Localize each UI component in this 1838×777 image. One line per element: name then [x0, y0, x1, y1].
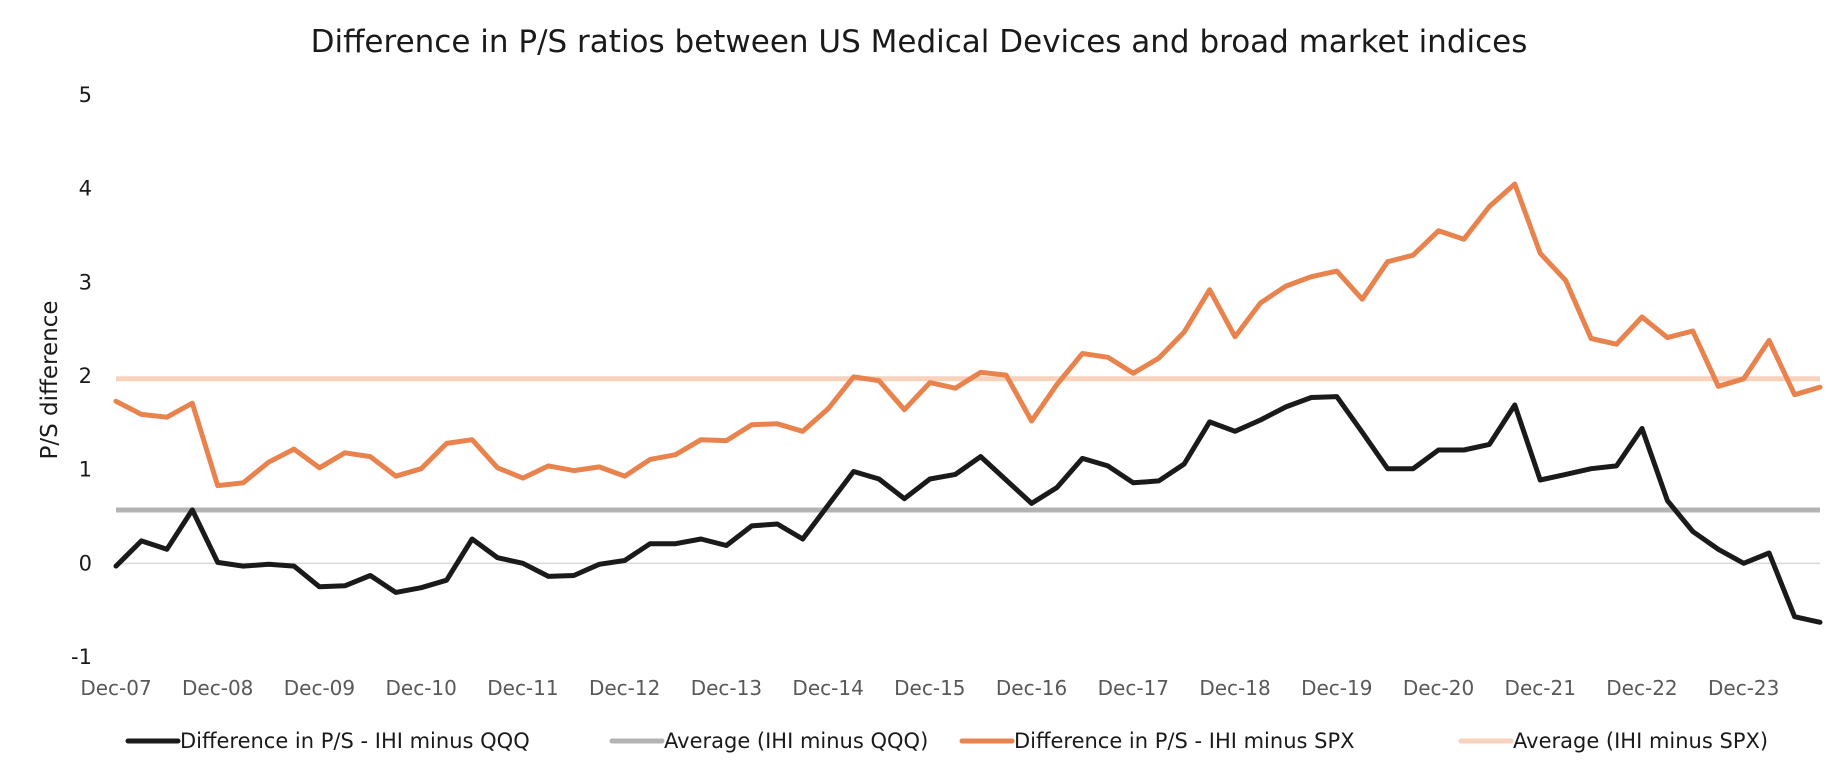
- y-tick-label: 4: [79, 177, 92, 201]
- x-tick-label: Dec-09: [284, 676, 355, 700]
- y-tick-label: 1: [79, 458, 92, 482]
- legend-label: Difference in P/S - IHI minus SPX: [1014, 729, 1355, 753]
- x-tick-label: Dec-12: [589, 676, 660, 700]
- x-tick-label: Dec-10: [386, 676, 457, 700]
- legend-label: Average (IHI minus SPX): [1513, 729, 1768, 753]
- y-tick-label: 5: [79, 83, 92, 107]
- y-tick-label: -1: [71, 645, 92, 669]
- series-line-2: [113, 181, 1823, 489]
- x-tick-label: Dec-13: [691, 676, 762, 700]
- legend: Difference in P/S - IHI minus QQQ Average…: [125, 729, 1768, 753]
- series-line-0: [113, 394, 1823, 625]
- y-axis-label: P/S difference: [37, 301, 63, 460]
- y-tick-label: 2: [79, 364, 92, 388]
- x-tick-label: Dec-23: [1708, 676, 1779, 700]
- y-tick-label: 3: [79, 270, 92, 294]
- x-tick-label: Dec-15: [894, 676, 965, 700]
- y-tick-label: 0: [79, 551, 92, 575]
- y-ticks: 5 4 3 2 1 0 -1: [71, 83, 92, 669]
- chart-title: Difference in P/S ratios between US Medi…: [311, 24, 1528, 60]
- x-tick-label: Dec-16: [996, 676, 1067, 700]
- x-tick-label: Dec-18: [1199, 676, 1270, 700]
- x-tick-label: Dec-08: [182, 676, 253, 700]
- x-tick-label: Dec-17: [1098, 676, 1169, 700]
- x-tick-label: Dec-20: [1403, 676, 1474, 700]
- x-tick-label: Dec-19: [1301, 676, 1372, 700]
- x-ticks: Dec-07 Dec-08 Dec-09 Dec-10 Dec-11 Dec-12 Dec-…: [80, 676, 1779, 700]
- series-layer: [113, 181, 1823, 625]
- legend-label: Average (IHI minus QQQ): [664, 729, 928, 753]
- legend-label: Difference in P/S - IHI minus QQQ: [180, 729, 530, 753]
- x-tick-label: Dec-22: [1606, 676, 1677, 700]
- x-tick-label: Dec-14: [792, 676, 863, 700]
- x-tick-label: Dec-21: [1505, 676, 1576, 700]
- x-tick-label: Dec-11: [487, 676, 558, 700]
- x-tick-label: Dec-07: [80, 676, 151, 700]
